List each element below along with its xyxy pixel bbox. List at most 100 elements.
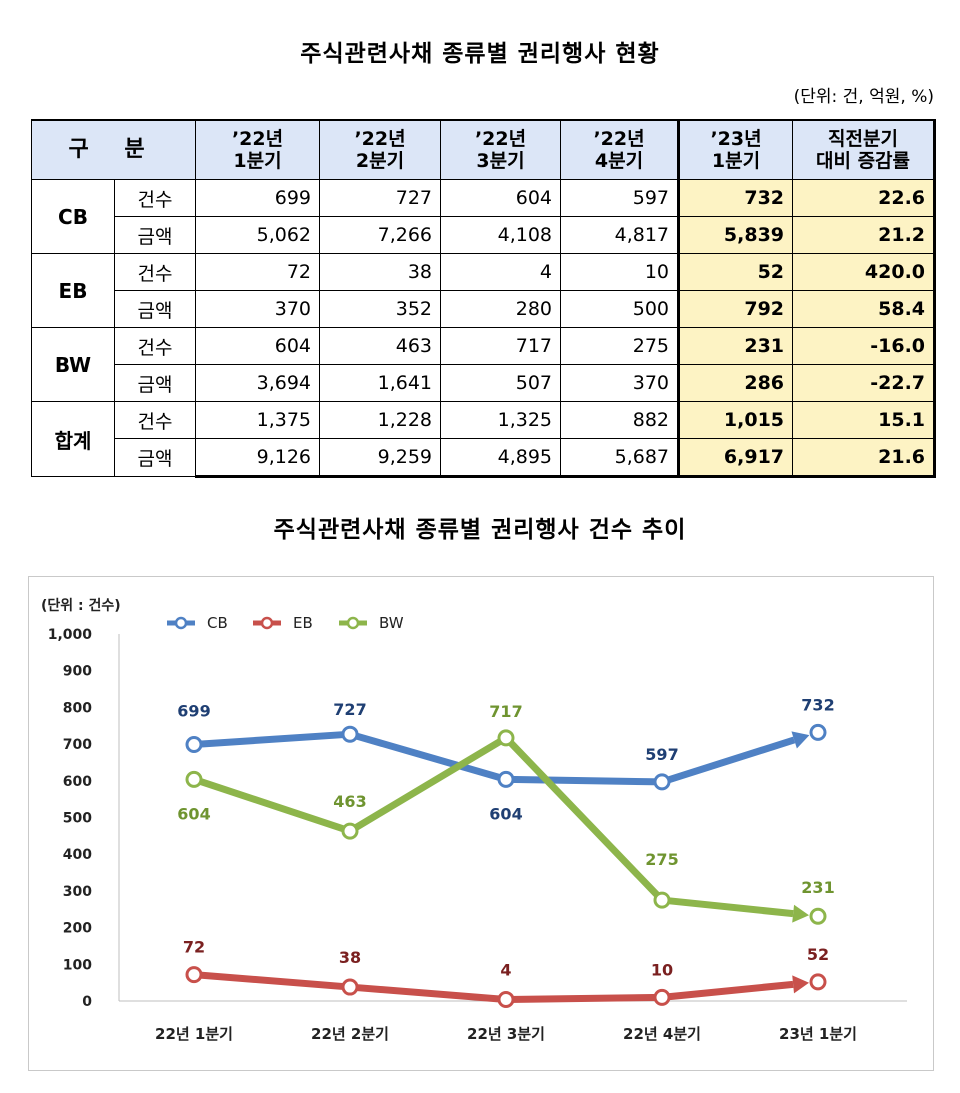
data-label-bw: 463 [333,792,366,811]
header-col-3: ’22년 3분기 [440,119,562,180]
table-title: 주식관련사채 종류별 권리행사 현황 [300,41,660,67]
table-row: EB 건수 72 38 4 10 52 420.0 [31,253,937,328]
header-col-1: ’22년 1분기 [195,119,321,180]
header-col-2: ’22년 2분기 [319,119,442,180]
row-label: 금액 [113,438,197,477]
data-point-eb [653,988,671,1006]
table-cell: 6,917 [677,438,794,478]
row-label: 금액 [113,364,197,402]
table-cell: 9,259 [319,438,442,478]
legend-label: CB [207,614,228,632]
row-label: 건수 [113,401,197,439]
table-cell: 1,641 [319,364,442,402]
table-cell: 420.0 [792,253,937,291]
data-label-bw: 604 [177,804,210,823]
data-point-bw [341,822,359,840]
table-cell: 38 [319,253,442,291]
table-cell: 1,375 [195,401,321,439]
table-cell: 52 [677,253,794,291]
table-cell: 1,015 [677,401,794,439]
table-cell: 792 [677,290,794,328]
x-tick-label: 22년 4분기 [623,1025,701,1043]
y-tick-label: 100 [63,957,92,973]
table-cell: -22.7 [792,364,937,402]
table-cell: 21.6 [792,438,937,478]
table-row: CB 건수 699 727 604 597 732 22.6 [31,179,937,254]
table-cell: 5,839 [677,216,794,254]
legend-label: BW [379,614,404,632]
series-line-eb [193,971,794,1004]
rights-exercise-table: 구 분 ’22년 1분기 ’22년 2분기 ’22년 3분기 ’22년 4분기 ’23년… [30,119,937,478]
table-cell: 22.6 [792,179,937,217]
data-label-eb: 72 [183,938,205,957]
y-tick-label: 700 [63,737,92,753]
table-cell: 275 [560,327,680,365]
legend-label: EB [293,614,313,632]
line-chart: (단위 : 건수) 0 100 200 300 400 500 600 700 800 900 1,0… [28,576,934,1071]
y-tick-label: 900 [63,664,92,680]
y-tick-label: 600 [63,774,92,790]
table-cell: 500 [560,290,680,328]
data-point-bw [497,729,515,747]
unit-note: (단위: 건, 억원, %) [793,87,934,107]
row-label: 금액 [113,290,197,328]
data-point-bw [653,891,671,909]
data-label-eb: 10 [651,960,673,979]
table-cell: 231 [677,327,794,365]
table-row: 금액 9,126 9,259 4,895 5,687 6,917 21.6 [32,438,937,478]
data-point-cb [185,735,203,753]
data-label-cb: 597 [645,745,678,764]
group-label: CB [31,179,115,254]
table-cell: 1,325 [440,401,562,439]
data-label-bw: 717 [489,702,522,721]
table-cell: 507 [440,364,562,402]
table-cell: 3,694 [195,364,321,402]
table-cell: 699 [195,179,321,217]
data-label-cb: 604 [489,804,522,823]
header-col-5: ’23년 1분기 [677,119,794,180]
data-label-bw: 231 [801,878,834,897]
header-group: 구 분 [30,119,197,180]
table-cell: 352 [319,290,442,328]
table-row: 금액 5,062 7,266 4,108 4,817 5,839 21.2 [32,216,937,254]
table-cell: 5,687 [560,438,680,478]
data-label-cb: 727 [333,700,366,719]
table-cell: 370 [195,290,321,328]
data-point-cb [653,773,671,791]
x-tick-label: 22년 3분기 [467,1025,545,1043]
x-tick-label: 22년 2분기 [311,1025,389,1043]
legend-swatch-marker [174,616,188,630]
table-cell: -16.0 [792,327,937,365]
data-point-cb [809,723,827,741]
chart-title: 주식관련사채 종류별 권리행사 건수 추이 [273,517,687,543]
table-cell: 4,817 [560,216,680,254]
legend-swatch-marker [346,616,360,630]
data-label-eb: 4 [500,961,511,980]
table-cell: 717 [440,327,562,365]
y-tick-label: 1,000 [48,627,93,643]
table-cell: 4,108 [440,216,562,254]
table-cell: 4,895 [440,438,562,478]
series-arrowhead-bw [792,904,810,923]
table-row: 금액 370 352 280 500 792 58.4 [32,290,937,328]
table-cell: 72 [195,253,321,291]
row-label: 건수 [113,327,197,365]
row-label: 금액 [113,216,197,254]
data-label-cb: 699 [177,701,210,720]
data-point-bw [809,907,827,925]
table-cell: 727 [319,179,442,217]
header-col-4: ’22년 4분기 [560,119,680,180]
y-tick-label: 500 [63,811,92,827]
data-point-eb [185,966,203,984]
data-point-eb [809,973,827,991]
legend-swatch-marker [260,616,274,630]
series-arrowhead-eb [792,975,810,994]
header-col-6: 직전분기 대비 증감률 [792,119,937,180]
data-point-cb [497,770,515,788]
data-point-eb [497,991,515,1009]
group-label: 합계 [31,401,115,477]
table-cell: 15.1 [792,401,937,439]
table-row: BW 건수 604 463 717 275 231 -16.0 [31,327,937,402]
data-point-eb [341,978,359,996]
group-label: BW [31,327,115,402]
